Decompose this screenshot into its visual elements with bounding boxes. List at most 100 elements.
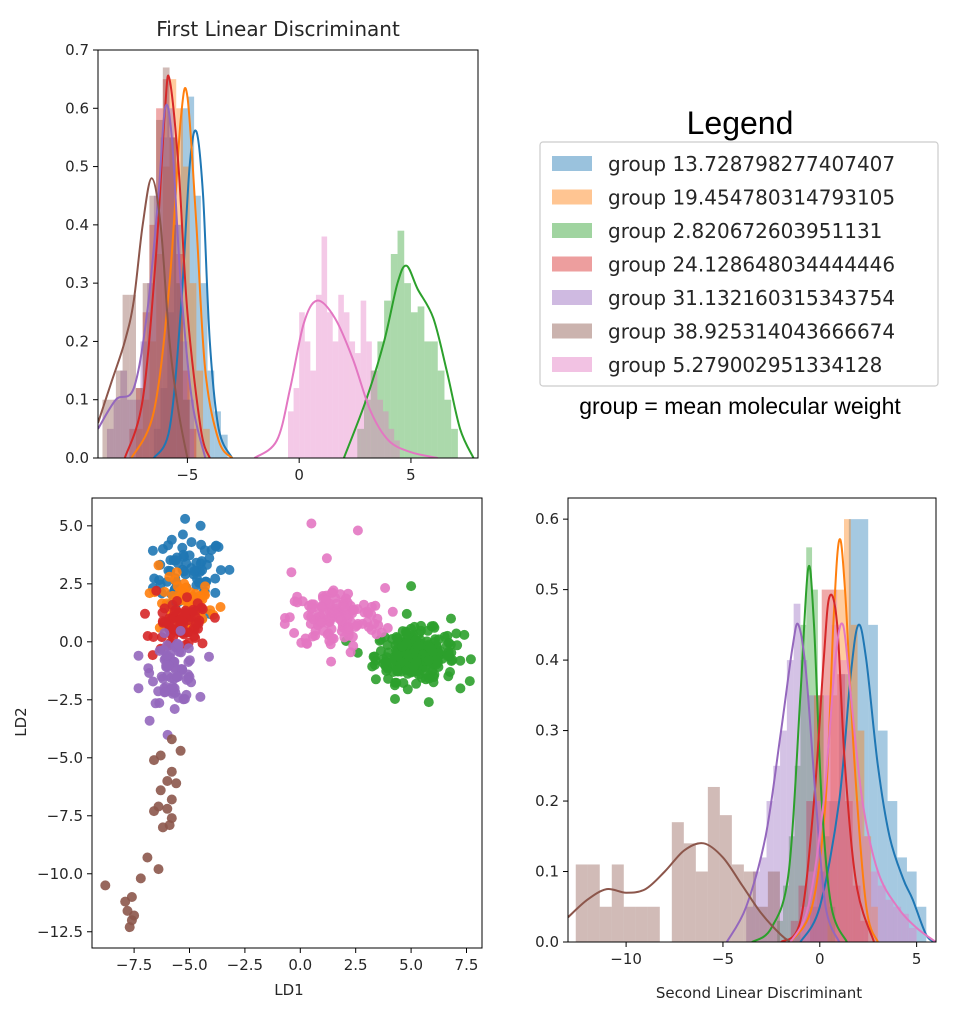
scatter-point (159, 628, 170, 639)
ld2-hist-bar (852, 885, 861, 942)
scatter-point (160, 687, 171, 697)
ld2-xtick-label: 5 (912, 950, 922, 968)
scatter-ytick-label: −12.5 (37, 923, 83, 941)
ld2-xlabel: Second Linear Discriminant (656, 984, 862, 1002)
ld1-hist-bar (142, 399, 150, 458)
scatter-point (420, 674, 431, 685)
scatter-point (348, 640, 359, 651)
ld2-hist-bar (671, 822, 684, 942)
scatter-point (413, 669, 424, 680)
scatter-point (209, 612, 220, 623)
ld1-ytick-label: 0.2 (65, 332, 89, 350)
ld1-hist-bar (383, 411, 389, 458)
scatter-point (320, 595, 331, 606)
ld2-hist-bar (839, 660, 847, 942)
ld1-kde-line (342, 264, 475, 458)
ld2-hist-bar (815, 801, 824, 942)
scatter-point (157, 607, 168, 618)
ld2-hist-bar (829, 906, 836, 942)
ld1-density-panel: First Linear Discriminant −5 0 5 0.0 0.1 0.2 0… (65, 17, 479, 484)
ld1-hist-bar (321, 236, 328, 458)
ld2-ytick-label: 0.5 (535, 581, 559, 599)
ld1-hist-bar (162, 79, 170, 458)
ld2-plot-area (568, 519, 936, 942)
scatter-point (415, 625, 426, 636)
scatter-point (161, 660, 172, 671)
ld2-hist-bar (773, 765, 781, 942)
scatter-point (391, 632, 402, 642)
ld2-hist-bar (800, 624, 807, 942)
ld1-hist-bar (397, 230, 405, 458)
scatter-point (406, 581, 417, 592)
scatter-point (442, 630, 453, 641)
scatter-point (140, 608, 150, 619)
scatter-point (391, 677, 402, 688)
scatter-point (180, 513, 191, 524)
scatter-point (341, 625, 352, 636)
ld1-hist-bar (169, 79, 177, 458)
ld2-hist-bar (812, 589, 818, 942)
scatter-point (328, 585, 339, 596)
scatter-point (368, 651, 379, 662)
ld2-hist-bar (788, 836, 795, 942)
scatter-point (195, 691, 206, 702)
ld1-hist-bar (343, 312, 350, 458)
scatter-point (164, 571, 175, 582)
scatter-point (124, 922, 135, 933)
ld2-hist-bar (790, 920, 799, 942)
ld1-hist-bar (332, 341, 339, 458)
scatter-point (166, 766, 177, 777)
ld1-hist-bar (293, 388, 300, 458)
ld2-ytick-label: 0.6 (535, 510, 559, 528)
ld1-hist-bar (182, 166, 190, 458)
legend-entries: group 13.728798277407407 group 19.4547803… (552, 152, 895, 377)
ld1-hist-bar (437, 370, 445, 458)
ld1-hist-bar (310, 370, 316, 458)
ld2-hist-bar (850, 624, 858, 942)
ld2-density-panel: Second Linear Discriminant −10 −5 0 5 0.0 0.1… (535, 497, 937, 1002)
ld1-hist-bar (162, 67, 170, 458)
ld2-hist-bar (759, 857, 767, 942)
scatter-point (154, 575, 165, 586)
ld1-hist-bar (142, 312, 150, 458)
ld1-hist-bar (133, 399, 141, 458)
ld1-ytick-label: 0.3 (65, 274, 89, 292)
ld2-hist-bar (810, 906, 820, 942)
scatter-point (178, 694, 189, 705)
scatter-point (171, 567, 182, 578)
ld2-kde-line (568, 842, 792, 942)
ld2-hist-bar (877, 885, 886, 942)
scatter-ytick-label: −5.0 (47, 749, 83, 767)
legend-label: group 31.132160315343754 (608, 286, 895, 310)
ld1-hist-bar (129, 294, 136, 458)
scatter-point (215, 565, 226, 576)
ld1-hist-bar (169, 137, 177, 458)
scatter-point (155, 785, 166, 796)
ld1-hist-bar (194, 195, 201, 458)
ld1-hist-bar (187, 399, 195, 458)
ld2-hist-bar (766, 801, 774, 942)
ld2-hist-bar (864, 836, 872, 942)
scatter-point (184, 655, 195, 666)
ld2-hist-bar (777, 920, 783, 942)
ld1-hist-bar (127, 399, 134, 458)
ld1-ytick-label: 0.5 (65, 158, 89, 176)
scatter-point (446, 613, 456, 624)
scatter-point (120, 896, 131, 907)
ld2-hist-bar (823, 695, 832, 942)
scatter-point (172, 671, 183, 682)
scatter-point (195, 520, 206, 531)
scatter-point (181, 674, 192, 685)
scatter-point (402, 684, 413, 695)
scatter-point (160, 617, 171, 628)
scatter-point (303, 610, 314, 621)
legend-swatch (552, 156, 592, 171)
ld2-ytick-label: 0.2 (535, 792, 559, 810)
scatter-point (204, 651, 214, 662)
scatter-point (158, 645, 169, 655)
scatter-point (341, 593, 351, 604)
scatter-xtick-label: −7.5 (116, 956, 152, 974)
scatter-point (166, 794, 177, 805)
ld2-ytick-label: 0.1 (535, 863, 559, 881)
scatter-point (441, 640, 452, 651)
